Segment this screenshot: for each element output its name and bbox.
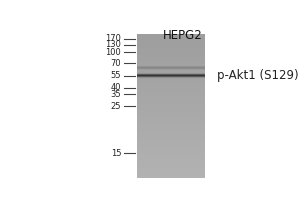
Text: 100: 100 [106,48,121,57]
Text: HEPG2: HEPG2 [163,29,203,42]
Bar [137,68,205,69]
Bar [137,66,205,67]
Bar [137,64,205,65]
Text: 130: 130 [105,40,121,49]
Bar [137,65,205,66]
Text: 25: 25 [111,102,121,111]
Text: 170: 170 [105,34,121,43]
Text: 15: 15 [111,149,121,158]
Text: 70: 70 [111,59,121,68]
Bar [137,67,205,68]
Text: p-Akt1 (S129): p-Akt1 (S129) [217,69,298,82]
Text: 35: 35 [111,90,121,99]
Bar [137,70,205,71]
Text: 40: 40 [111,83,121,92]
Bar [137,69,205,70]
Text: 55: 55 [111,71,121,80]
